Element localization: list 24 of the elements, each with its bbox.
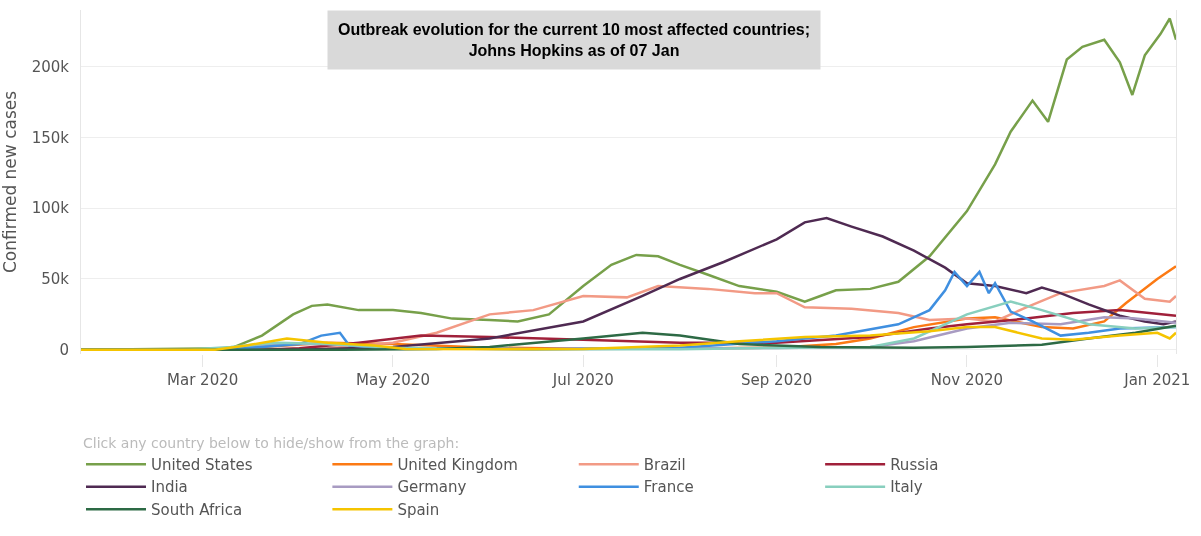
legend-label: Italy [890, 478, 923, 497]
legend-title: Click any country below to hide/show from the graph: [83, 434, 460, 451]
legend-label: Brazil [643, 455, 686, 474]
y-tick-label: 200k [31, 57, 70, 76]
legend-label: United Kingdom [397, 455, 518, 474]
y-tick-label: 0 [59, 341, 69, 359]
y-axis-title: Confirmed new cases [0, 90, 21, 274]
y-tick-label: 150k [31, 128, 70, 147]
x-tick-label: Mar 2020 [167, 371, 239, 389]
x-tick-label: Jul 2020 [551, 371, 614, 389]
legend-label: Germany [397, 478, 467, 497]
text: Outbreak evolution for the current 10 most affected countries; Johns Hopkins as of 07 Jan [338, 21, 811, 59]
y-tick-label: 100k [31, 199, 70, 218]
legend-label: Spain [397, 500, 440, 519]
legend-label: United States [151, 455, 253, 474]
legend-label: India [151, 478, 188, 497]
legend-label: Russia [890, 455, 939, 474]
x-tick-label: May 2020 [355, 371, 430, 389]
x-tick-label: Nov 2020 [930, 371, 1004, 389]
y-tick-label: 50k [41, 270, 70, 289]
legend-label: South Africa [151, 500, 243, 519]
legend-label: France [643, 478, 694, 497]
x-tick-label: Jan 2021 [1123, 371, 1191, 389]
x-tick-label: Sep 2020 [741, 371, 813, 389]
